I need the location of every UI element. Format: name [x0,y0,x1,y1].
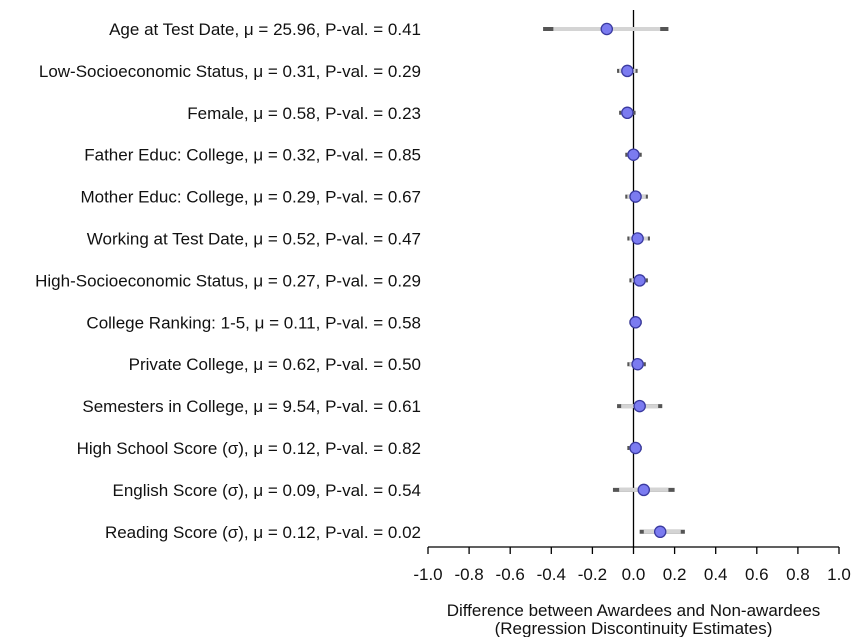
point-estimate [629,190,642,203]
row-label: Private College, μ = 0.62, P-val. = 0.50 [129,355,421,374]
row-label: Low-Socioeconomic Status, μ = 0.31, P-va… [39,62,421,81]
point-estimate [631,357,644,371]
x-tick-label: 0.0 [622,565,646,584]
row-label: English Score (σ), μ = 0.09, P-val. = 0.… [113,481,422,500]
point-estimate [621,106,634,120]
row-label: Mother Educ: College, μ = 0.29, P-val. =… [80,188,421,207]
x-axis-title-line1: Difference between Awardees and Non-awar… [447,601,821,620]
x-tick-label: 0.6 [745,565,769,584]
point-estimate [633,399,646,413]
x-tick-label: -0.2 [578,565,607,584]
point-estimate [600,22,614,36]
x-tick-label: -1.0 [413,565,442,584]
point-estimate [621,64,634,78]
row-label: Reading Score (σ), μ = 0.12, P-val. = 0.… [105,523,421,542]
point-estimate [629,316,642,329]
row-label: Female, μ = 0.58, P-val. = 0.23 [187,104,421,123]
x-ticks: -1.0 -0.8 -0.6 -0.4 -0.2 0.0 0.2 0.4 0.6 0.8 1.0 [413,547,851,584]
marks-layer [543,22,685,539]
point-estimate [633,274,646,287]
row-label: Age at Test Date, μ = 25.96, P-val. = 0.… [109,20,421,39]
x-tick-label: -0.6 [496,565,525,584]
row-label: Semesters in College, μ = 9.54, P-val. =… [82,397,421,416]
point-estimate [637,483,651,497]
x-tick-label: -0.8 [454,565,483,584]
point-estimate [629,441,642,455]
point-estimate [631,232,644,245]
point-estimate [653,525,667,539]
x-tick-label: 0.8 [786,565,810,584]
point-estimate [627,148,640,161]
row-label: High-Socioeconomic Status, μ = 0.27, P-v… [35,271,421,290]
x-tick-label: 1.0 [827,565,851,584]
rows-layer: Age at Test Date, μ = 25.96, P-val. = 0.… [35,20,421,542]
x-tick-label: 0.2 [663,565,687,584]
x-tick-label: 0.4 [704,565,728,584]
x-tick-label: -0.4 [537,565,566,584]
x-axis-title-line2: (Regression Discontinuity Estimates) [495,619,773,637]
row-label: High School Score (σ), μ = 0.12, P-val. … [77,439,421,458]
row-label: Working at Test Date, μ = 0.52, P-val. =… [87,230,421,249]
row-label: College Ranking: 1-5, μ = 0.11, P-val. =… [86,313,421,332]
row-label: Father Educ: College, μ = 0.32, P-val. =… [84,146,421,165]
